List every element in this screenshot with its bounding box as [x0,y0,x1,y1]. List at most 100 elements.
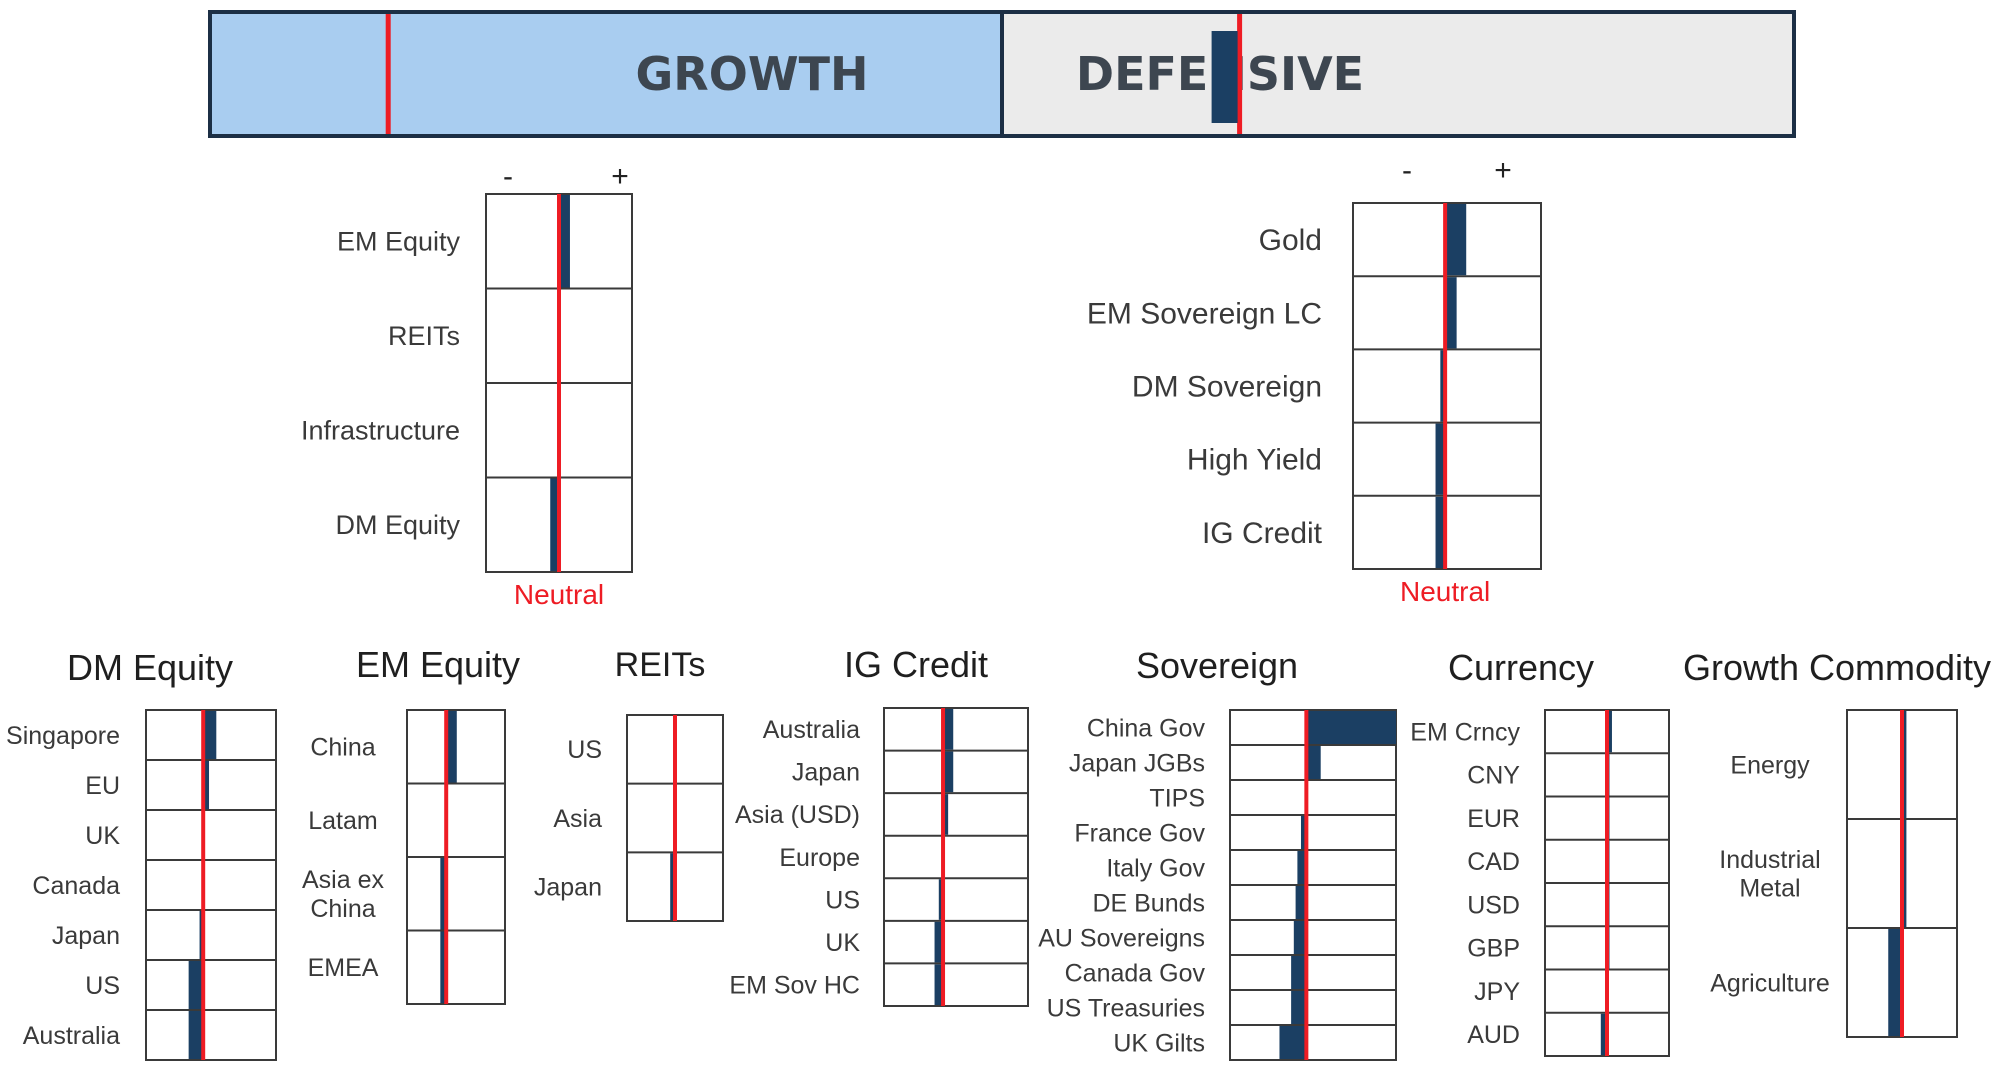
label-japan: Japan [52,922,120,950]
label-europe: Europe [779,844,860,872]
label-china: China [310,734,375,762]
bar-japan [943,751,954,793]
label-australia: Australia [763,716,860,744]
growth-panel [208,10,1004,138]
sovereign-title: Sovereign [1136,645,1298,686]
bar-uk [934,921,944,963]
currency-title: Currency [1448,647,1594,688]
bar-ig-credit [1435,496,1446,568]
label-canada: Canada [32,872,120,900]
ig-credit-title: IG Credit [844,644,988,685]
label-infrastructure: Infrastructure [301,416,460,446]
bar-asia-ex-china [440,858,447,930]
bar-australia [943,709,954,750]
growth-defensive-bar: GROWTHDEFENSIVE [208,10,1796,138]
label-gbp: GBP [1467,935,1520,963]
growth-commodity-title: Growth Commodity [1683,647,1991,688]
bar-aud [1600,1013,1607,1055]
bar-agriculture [1888,929,1902,1036]
bar-au-sovereigns [1293,921,1307,954]
label-de-bunds: DE Bunds [1092,889,1205,917]
bar-high-yield [1435,423,1446,495]
label-cad: CAD [1467,848,1520,876]
label-gold: Gold [1259,224,1322,257]
panel-currency: Currency EM Crncy CNY EUR CAD USD GBP JPY AUD [1410,647,1670,1057]
label-jpy: JPY [1474,978,1520,1006]
label-tips: TIPS [1149,784,1205,812]
label-japan-jgbs: Japan JGBs [1069,749,1205,777]
label-us: US [825,886,860,914]
bar-em-crncy [1607,711,1612,753]
bar-energy [1902,711,1907,818]
label-france-gov: France Gov [1074,819,1205,847]
label-japan: Japan [792,759,860,787]
label-asia: Asia [553,805,602,833]
bar-asia-usd [943,794,949,835]
dm-equity-title: DM Equity [67,647,233,688]
label-japan: Japan [534,873,602,901]
label-em-sov-hc: EM Sov HC [729,971,860,999]
label-uk: UK [825,929,860,957]
bar-dm-equity [550,478,559,571]
label-au-sovereigns: AU Sovereigns [1038,924,1205,952]
label-eu: EU [85,772,120,800]
label-latam: Latam [308,807,377,835]
bar-us-treasuries [1291,991,1307,1024]
label-em-equity: EM Equity [337,227,461,257]
label-industrial-metal: Industrial [1719,846,1820,874]
label-singapore: Singapore [6,722,120,750]
bar-italy-gov [1297,851,1307,884]
label-aud: AUD [1467,1021,1520,1049]
panel-dm-equity: DM Equity Singapore EU UK Canada Japan US Austr… [6,647,277,1061]
bar-em-sov-hc [934,964,944,1005]
label-cny: CNY [1467,762,1520,790]
panel-summary-1: - + EM Equity REITs Infrastructure DM Equity N… [301,160,633,610]
label-us: US [85,972,120,1000]
bar-uk-gilts [1279,1026,1307,1059]
bar-us [938,879,944,920]
panel-sovereign: Sovereign China Gov Japan JGBs TIPS France G… [1038,645,1397,1061]
bar-industrial-metal [1902,820,1907,927]
label-canada-gov: Canada Gov [1065,959,1206,987]
em-equity-title: EM Equity [356,644,520,685]
panel-summary-2: - + Gold EM Sovereign LC DM Sovereign High Yi… [1087,154,1542,607]
plus-label: + [611,160,629,193]
label-eur: EUR [1467,805,1520,833]
bar-emea [440,931,447,1003]
bar-canada-gov [1291,956,1307,989]
label-asia-ex-china: Asia ex [302,866,384,894]
label-australia: Australia [23,1022,120,1050]
panel-reits: REITs US Asia Japan [534,646,724,922]
panel-frame [883,707,1029,1007]
label-usd: USD [1467,891,1520,919]
neutral-label: Neutral [514,579,604,610]
label-italy-gov: Italy Gov [1106,854,1205,882]
bar-japan [670,853,675,920]
label-em-sovereign-lc: EM Sovereign LC [1087,297,1322,330]
label-em-crncy: EM Crncy [1410,718,1520,746]
panel-frame [145,709,277,1061]
bar-em-sovereign-lc [1445,277,1457,349]
label-energy: Energy [1730,751,1810,779]
label-high-yield: High Yield [1187,444,1322,477]
bar-eu [203,761,210,809]
defensive-panel [1000,10,1796,138]
bar-china [446,711,457,783]
bar-em-equity [559,195,570,288]
label-emea: EMEA [308,954,379,982]
label-asia-usd: Asia (USD) [735,801,860,829]
plus-label: + [1494,154,1512,187]
minus-label: - [503,160,513,193]
panel-ig-credit: IG Credit Australia Japan Asia (USD) Europe U… [729,644,1029,1007]
reits-title: REITs [615,646,706,684]
bar-de-bunds [1295,886,1307,919]
label-us: US [567,736,602,764]
bar-gold [1445,204,1467,276]
label-dm-sovereign: DM Sovereign [1132,371,1322,404]
bar-japan-jgbs [1306,746,1321,779]
neutral-label: Neutral [1400,576,1490,607]
label-china-gov: China Gov [1087,714,1206,742]
